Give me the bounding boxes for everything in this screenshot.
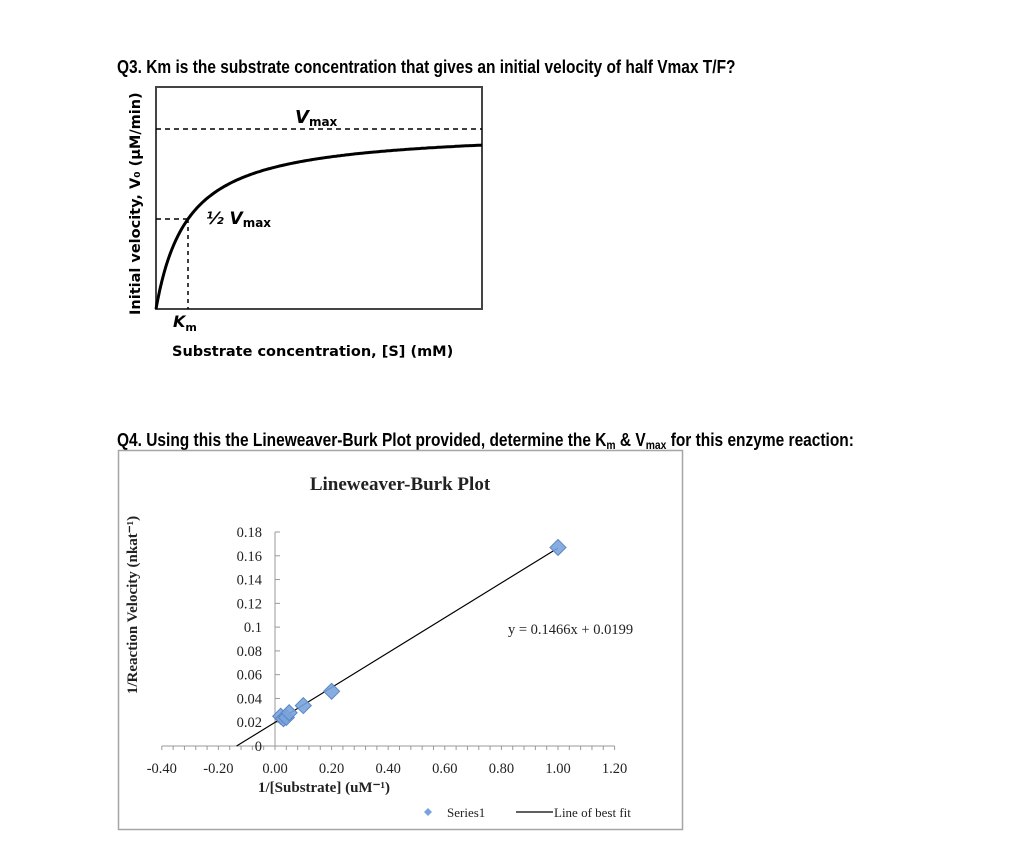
km-label: Km <box>173 312 197 334</box>
data-point <box>294 696 313 715</box>
y-tick-label: 0.14 <box>237 573 263 589</box>
michaelis-menten-curve <box>154 143 483 310</box>
y-tick-label: 0.08 <box>237 644 262 660</box>
vmax-subscript: max <box>645 438 667 452</box>
x-tick-label: 1.00 <box>545 761 570 777</box>
y-tick-label: 0.16 <box>237 549 262 565</box>
y-tick-label: 0.18 <box>237 525 262 541</box>
legend-series1-marker <box>424 808 432 816</box>
half-vmax-label: ½ Vmax <box>206 209 271 230</box>
plot-frame <box>155 86 483 310</box>
x-tick-label: -0.40 <box>147 761 177 777</box>
y-tick-label: 0 <box>255 739 262 755</box>
chart-frame <box>117 449 684 831</box>
michaelis-menten-figure: Vmax ½ Vmax Km Substrate concentration, … <box>128 86 483 360</box>
y-axis-title: Initial velocity, V₀ (µM/min) <box>128 92 144 315</box>
question-3-text: Q3. Km is the substrate concentration th… <box>117 57 736 77</box>
x-tick-label: 0.00 <box>262 761 287 777</box>
km-subscript: m <box>606 438 616 452</box>
question-4-mid: & V <box>615 430 646 450</box>
x-tick-label: -0.20 <box>203 761 233 777</box>
x-tick-label: 1.20 <box>602 761 627 777</box>
y-tick-label: 0.04 <box>237 691 263 707</box>
question-4: Q4. Using this the Lineweaver-Burk Plot … <box>117 430 854 452</box>
legend-trendline-label: Line of best fit <box>554 805 631 820</box>
y-tick-label: 0.12 <box>237 596 262 612</box>
x-tick-label: 0.60 <box>432 761 457 777</box>
data-point <box>322 682 341 701</box>
legend-series1-label: Series1 <box>447 805 485 820</box>
x-tick-label: 0.20 <box>319 761 344 777</box>
trendline-equation: y = 0.1466x + 0.0199 <box>508 622 633 638</box>
question-3: Q3. Km is the substrate concentration th… <box>117 57 735 78</box>
y-axis-title: 1/Reaction Velocity (nkat⁻¹) <box>125 516 141 694</box>
y-tick-label: 0.02 <box>237 715 262 731</box>
y-tick-label: 0.1 <box>244 620 262 636</box>
x-tick-label: 0.80 <box>489 761 514 777</box>
chart-title: Lineweaver-Burk Plot <box>310 474 491 495</box>
x-axis-title: Substrate concentration, [S] (mM) <box>172 344 453 360</box>
x-axis-title: 1/[Substrate] (uM⁻¹) <box>258 780 390 796</box>
vmax-label: Vmax <box>295 107 338 129</box>
data-point <box>280 704 298 722</box>
y-tick-label: 0.06 <box>237 668 262 684</box>
question-4-suffix: for this enzyme reaction: <box>666 430 854 450</box>
data-point <box>549 538 567 557</box>
x-tick-label: 0.40 <box>376 761 401 777</box>
legend: Series1 Line of best fit <box>424 805 631 820</box>
question-4-text: Q4. Using this the Lineweaver-Burk Plot … <box>117 430 607 450</box>
